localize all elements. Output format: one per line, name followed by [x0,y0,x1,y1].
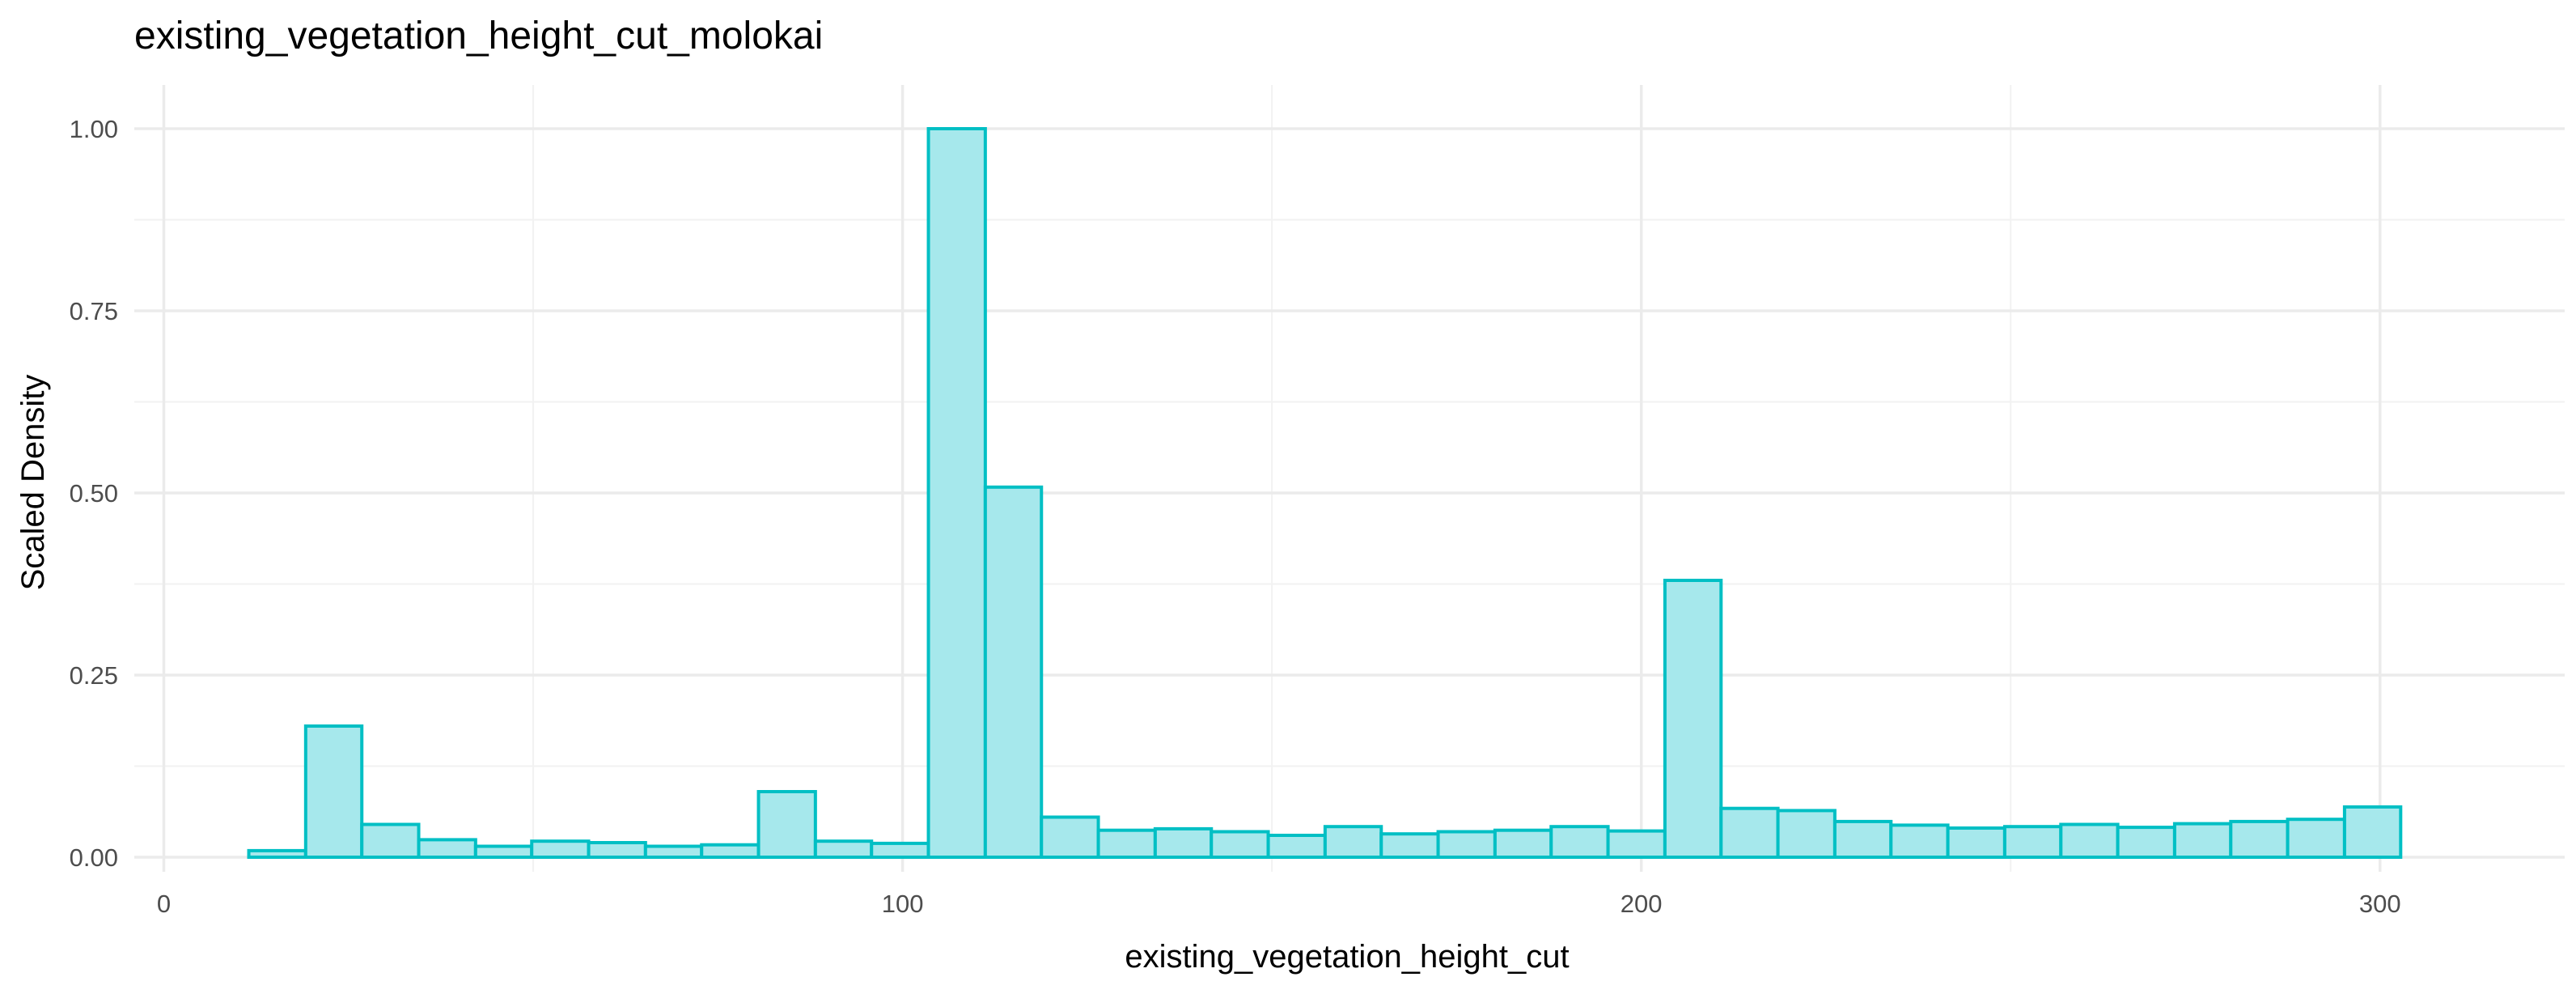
histogram-bar-29 [1832,819,1893,860]
histogram-bar-18 [1210,830,1270,859]
histogram-bar-27 [1719,806,1780,860]
histogram-bar-21 [1379,832,1440,859]
x-tick-label: 100 [882,890,924,918]
histogram-bar-12 [870,841,930,860]
histogram-bar-20 [1323,825,1383,860]
histogram-bar-22 [1436,830,1497,859]
histogram-bar-28 [1776,809,1837,860]
chart-title: existing_vegetation_height_cut_molokai [134,15,823,57]
y-axis-title: Scaled Density [15,375,51,591]
histogram-bar-13 [926,127,987,859]
x-tick-label: 0 [157,890,171,918]
histogram-bar-17 [1153,826,1214,860]
histogram-bar-10 [756,790,817,859]
histogram-bar-32 [2002,825,2063,860]
histogram-bar-37 [2286,818,2346,860]
histogram-bar-16 [1096,828,1157,859]
y-tick-label: 1.00 [70,115,118,143]
histogram-bar-5 [473,844,534,859]
histogram-bar-8 [643,844,704,859]
histogram-bar-31 [1946,826,2006,859]
histogram-bar-35 [2172,822,2233,859]
x-tick-label: 200 [1621,890,1663,918]
x-axis-tick-labels: 0 100 200 300 [157,890,2401,918]
histogram-bars [247,127,2403,860]
histogram-bar-15 [1040,815,1100,859]
y-tick-label: 0.25 [70,661,118,690]
y-tick-label: 0.50 [70,479,118,508]
histogram-bar-30 [1889,823,1950,860]
histogram-bar-9 [700,843,761,859]
histogram-bar-36 [2229,819,2290,860]
histogram-bar-4 [417,838,477,860]
x-tick-label: 300 [2359,890,2401,918]
histogram-bar-25 [1606,829,1667,859]
y-axis-tick-labels: 0.00 0.25 0.50 0.75 1.00 [70,115,118,872]
grid [134,85,2565,872]
histogram-bar-3 [360,822,421,859]
histogram-bar-19 [1266,834,1327,859]
histogram-bar-24 [1549,825,1610,860]
x-axis-title: existing_vegetation_height_cut [1125,939,1569,975]
histogram-bar-11 [813,839,874,859]
histogram-bar-34 [2116,826,2176,859]
histogram-bar-2 [303,724,364,859]
y-tick-label: 0.00 [70,843,118,872]
histogram-bar-1 [247,848,307,860]
histogram-bar-14 [983,485,1044,859]
histogram-bar-26 [1663,579,1723,859]
histogram-bar-33 [2059,822,2120,859]
histogram-bar-6 [530,839,591,859]
histogram-bar-38 [2342,805,2403,860]
histogram-bar-7 [587,841,647,859]
histogram-bar-23 [1493,828,1553,859]
y-tick-label: 0.75 [70,297,118,325]
